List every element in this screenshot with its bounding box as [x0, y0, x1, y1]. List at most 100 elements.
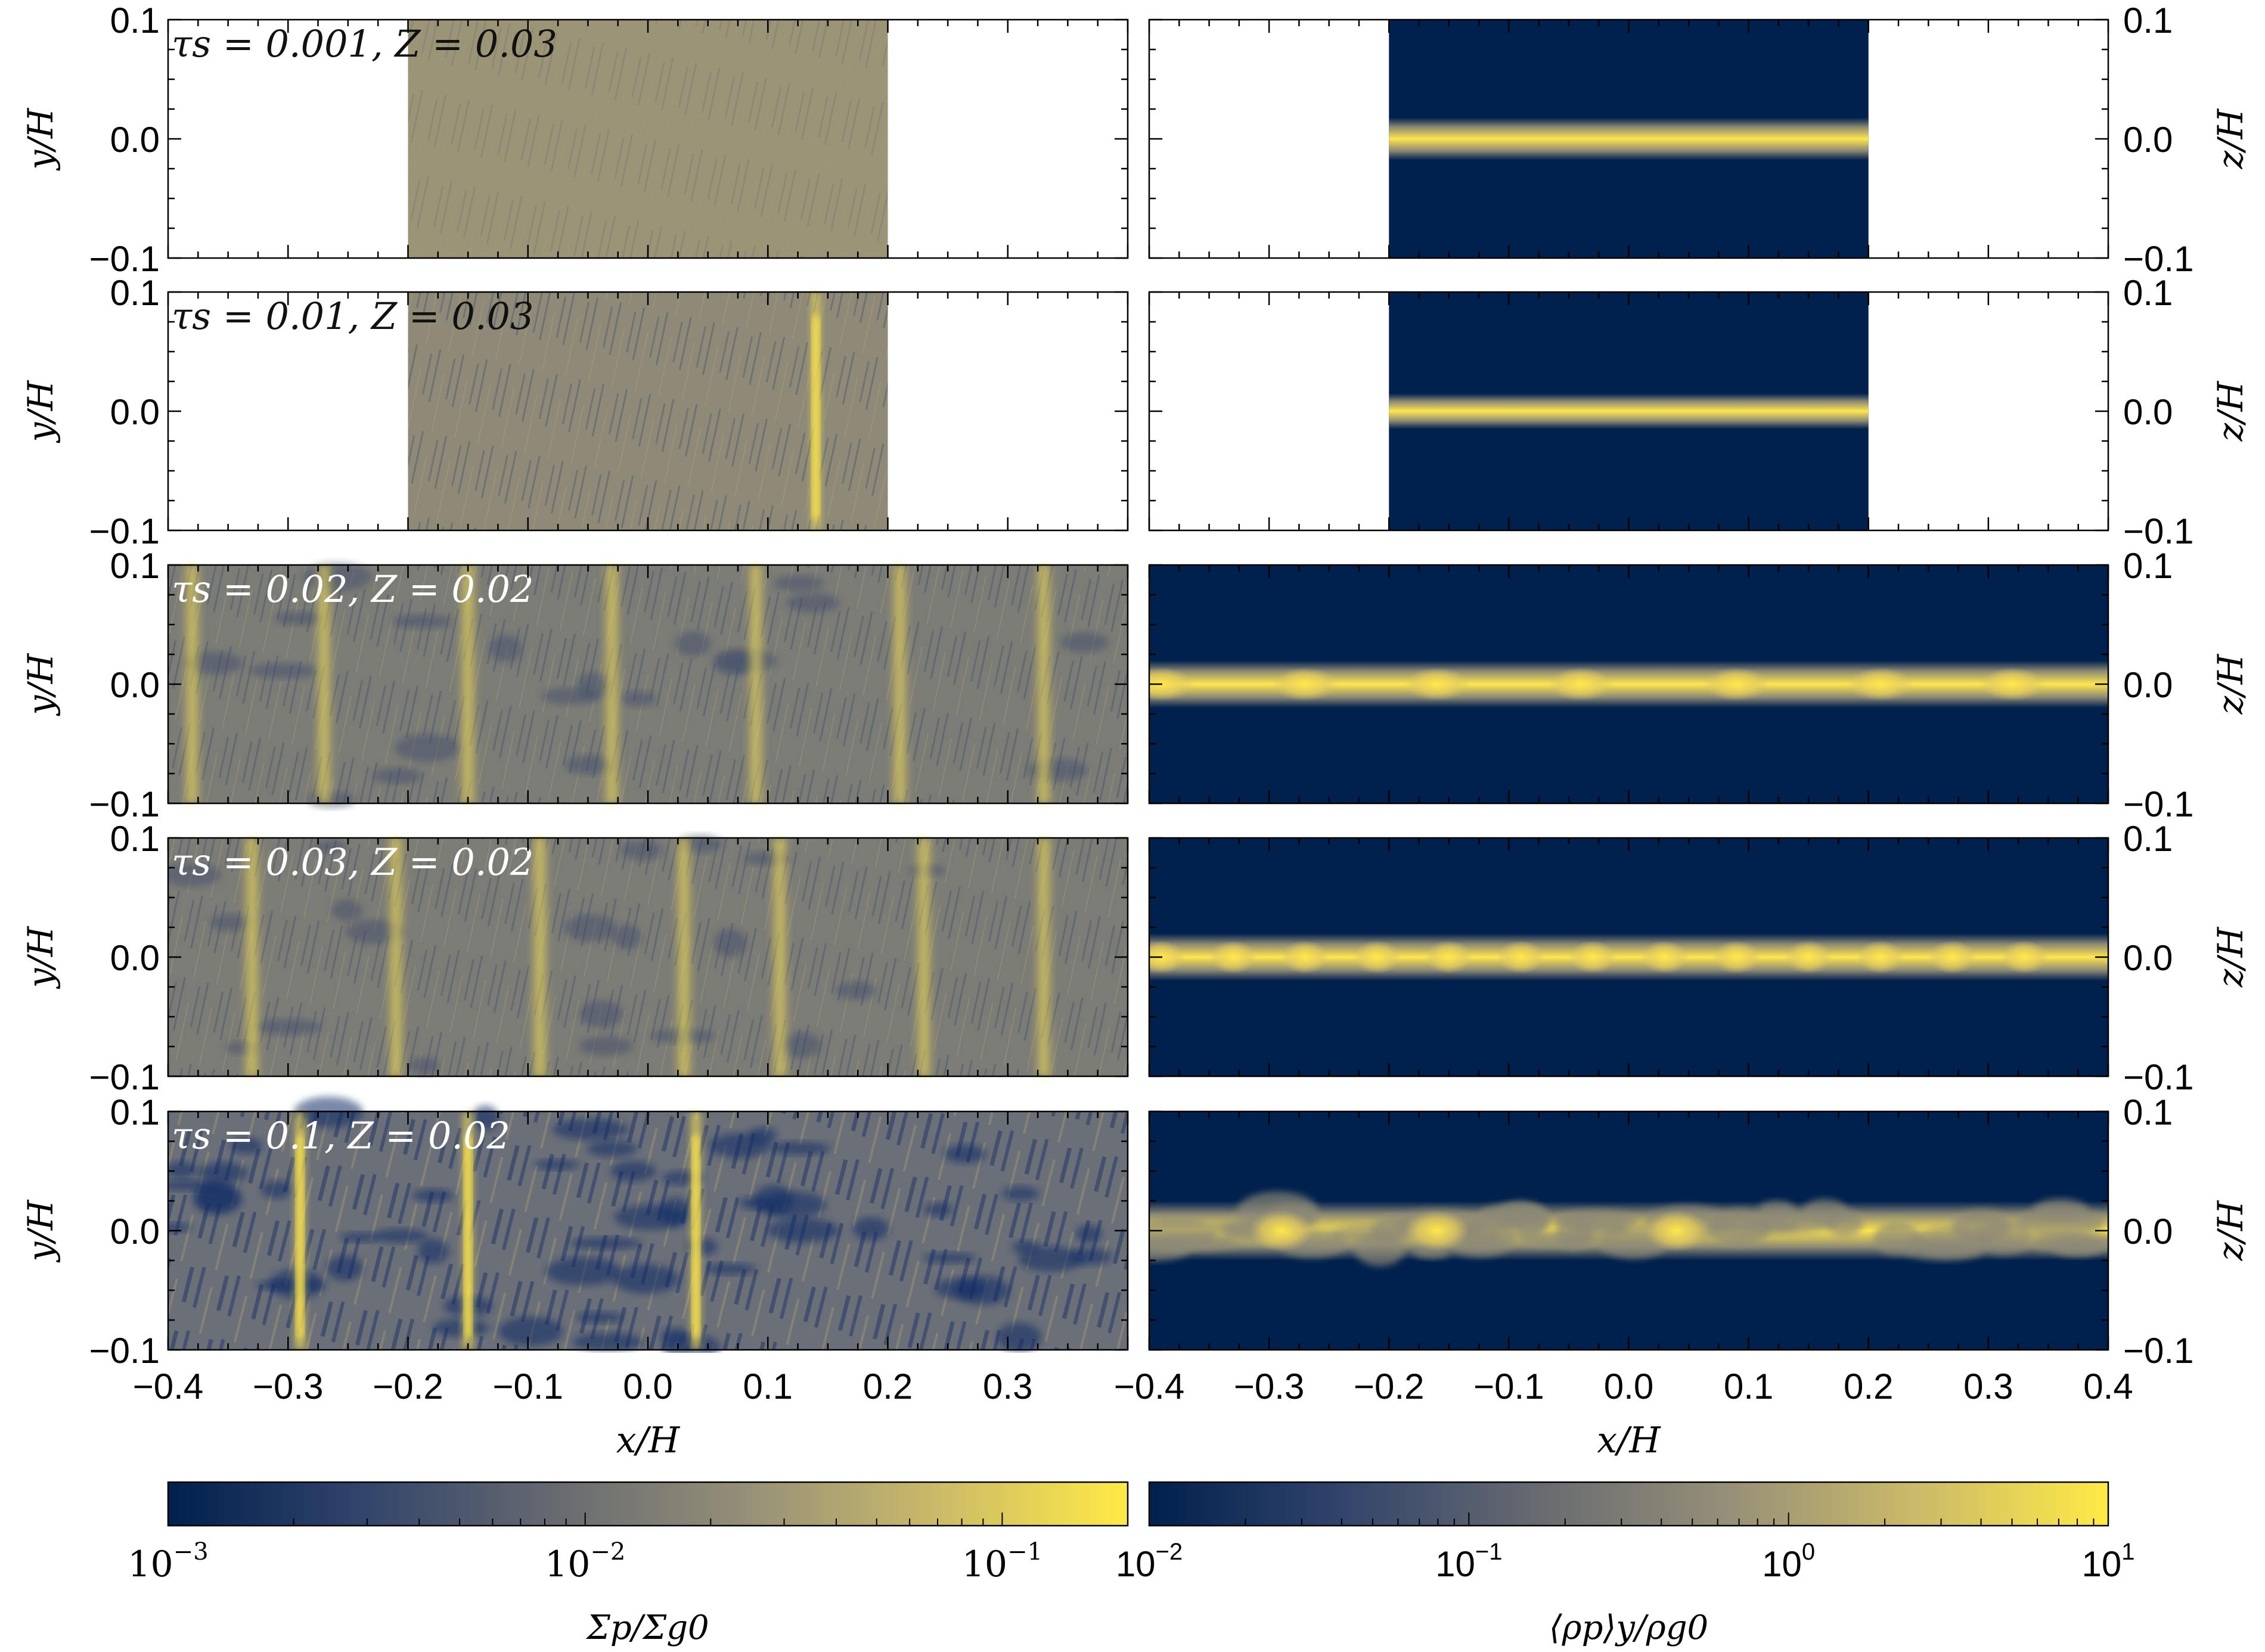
right-layer-fuzz [2053, 1237, 2103, 1257]
left-x-tick-label: 0.2 [863, 1367, 913, 1406]
left-filament [386, 838, 407, 1076]
right-y-tick-label: −0.1 [2123, 1057, 2193, 1097]
right-y-axis-label: z/H [2210, 108, 2251, 169]
right-clump [1404, 1210, 1470, 1252]
left-y-tick-label: 0.1 [110, 546, 160, 586]
left-y-tick-label: −0.1 [89, 511, 160, 551]
left-y-axis-label: y/H [20, 380, 61, 443]
left-y-axis-label: y/H [20, 926, 61, 989]
left-x-tick-label: 0.1 [743, 1367, 793, 1406]
left-dark-patch [924, 1203, 953, 1217]
left-dark-patch [774, 575, 824, 591]
left-dark-patch [660, 1327, 690, 1345]
left-y-tick-label: 0.1 [110, 1092, 160, 1132]
right-clump [1569, 940, 1617, 974]
colorbar-left-tick-label: 10−1 [962, 1538, 1042, 1585]
right-y-tick-label: −0.1 [2123, 1331, 2193, 1371]
left-filament [314, 565, 334, 803]
left-heatmap-row-3 [168, 563, 1128, 808]
left-filament-core [812, 316, 820, 518]
left-filament [458, 565, 479, 803]
right-clump [1785, 940, 1833, 974]
left-dark-patch [713, 929, 747, 958]
left-filament [1034, 838, 1054, 1076]
left-dark-patch [944, 1144, 986, 1163]
left-dark-patch [553, 1119, 629, 1141]
colorbar-left-tick-label: 10−3 [128, 1538, 208, 1585]
right-y-tick-label: 0.1 [2123, 546, 2173, 586]
left-dark-patch [489, 635, 523, 662]
left-heatmap-row-4 [168, 834, 1128, 1076]
left-dark-patch [612, 924, 642, 949]
left-dark-patch [786, 592, 840, 613]
right-x-tick-label: −0.2 [1354, 1367, 1424, 1406]
right-x-tick-label: −0.4 [1114, 1367, 1184, 1406]
right-layer-fuzz [1372, 1216, 1413, 1244]
right-layer-fuzz [2033, 1198, 2088, 1222]
left-dark-patch [997, 1322, 1042, 1353]
right-x-tick-label: −0.1 [1473, 1367, 1544, 1406]
right-clump [1272, 667, 1338, 701]
left-dark-patch [563, 914, 616, 942]
panel-annotation: τs = 0.01, Z = 0.03 [172, 294, 533, 338]
left-dark-patch [621, 840, 663, 861]
right-layer-fuzz [1754, 1210, 1838, 1234]
panel-annotation: τs = 0.1, Z = 0.02 [172, 1114, 510, 1157]
left-x-tick-label: −0.2 [373, 1367, 443, 1406]
left-y-axis-label: y/H [20, 1199, 61, 1263]
right-clump [1497, 940, 1545, 974]
left-x-tick-label: −0.1 [493, 1367, 563, 1406]
right-y-axis-label: z/H [2210, 926, 2251, 988]
right-clump [1404, 667, 1470, 701]
right-clump [1712, 940, 1761, 974]
left-x-tick-label: 0.3 [983, 1367, 1032, 1406]
right-clump [1548, 667, 1614, 701]
left-dark-patch [1060, 632, 1109, 653]
left-dark-patch [955, 1275, 1010, 1305]
right-dust-layer [1389, 393, 1869, 429]
right-heatmap-row-2 [1389, 292, 1869, 530]
left-dark-patch [313, 840, 347, 853]
left-dark-patch [409, 1057, 439, 1075]
left-heatmap-row-1 [408, 20, 888, 258]
left-heatmap-row-2 [408, 292, 888, 530]
left-y-tick-label: 0.0 [110, 120, 160, 160]
left-heatmap-texture [408, 20, 888, 258]
left-dark-patch [249, 663, 319, 679]
right-layer-fuzz [1570, 1219, 1628, 1238]
right-clump [1643, 1210, 1709, 1252]
left-dark-patch [412, 1189, 454, 1202]
left-dark-patch [326, 1255, 363, 1281]
left-dark-patch [753, 1185, 793, 1215]
left-dark-patch [391, 614, 452, 629]
right-clump [2000, 940, 2049, 974]
left-dark-patch [374, 1228, 429, 1243]
right-clump [1979, 667, 2046, 701]
colorbar-left-bar [167, 1481, 1129, 1527]
left-dark-patch [168, 863, 222, 887]
right-x-tick-label: 0.3 [1963, 1367, 2013, 1406]
right-heatmap-row-3 [1149, 565, 2108, 803]
left-x-axis-label: x/H [616, 1420, 681, 1461]
left-dark-patch [782, 1032, 822, 1058]
left-filament [1034, 565, 1054, 803]
right-clump [1248, 1210, 1314, 1252]
right-x-axis-label: x/H [1597, 1420, 1661, 1461]
colorbar-right-tick-label: 10−2 [1116, 1539, 1183, 1584]
left-dark-patch [770, 1141, 831, 1155]
left-filament [746, 565, 767, 803]
left-filament-core [692, 1135, 700, 1338]
right-x-tick-label: 0.1 [1724, 1367, 1773, 1406]
left-dark-patch [395, 734, 461, 762]
right-y-tick-label: −0.1 [2123, 239, 2193, 279]
left-dark-patch [621, 690, 656, 707]
colorbar-right-tick-label: 100 [1762, 1539, 1815, 1584]
right-clump [1425, 940, 1473, 974]
left-heatmap-texture [168, 838, 1128, 1076]
left-filament [529, 838, 550, 1076]
left-dark-patch [210, 914, 250, 931]
left-dark-patch [675, 631, 712, 656]
right-clump [1928, 940, 1977, 974]
left-dark-patch [534, 1159, 579, 1170]
